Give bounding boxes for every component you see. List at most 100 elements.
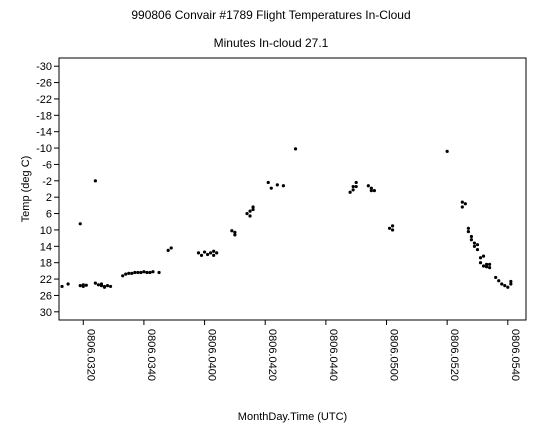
data-point [233,233,237,237]
data-point [78,222,82,226]
data-point [151,270,155,274]
data-point [281,184,286,188]
data-point [93,281,97,285]
data-point [369,189,373,193]
data-point [233,230,237,234]
y-tick-label: -18 [36,110,52,122]
data-point [463,202,467,206]
y-tick-label: 30 [40,307,52,319]
data-point [169,246,173,250]
y-tick-label: 6 [46,209,52,221]
data-point [369,186,373,190]
data-point [478,261,483,265]
data-point [390,224,395,228]
data-point [372,189,376,193]
y-tick-label: -26 [36,78,52,90]
x-tick-label: 0806.0340 [145,329,157,381]
y-tick-label: 22 [40,274,52,286]
data-point [60,284,64,289]
data-point [500,282,504,286]
data-point [460,205,464,209]
data-point [205,252,210,257]
x-axis-label: MonthDay.Time (UTC) [238,411,347,423]
data-point [354,180,358,185]
data-point [136,270,140,275]
x-tick-label: 0806.0400 [206,329,218,381]
data-point [139,270,143,275]
data-point [366,184,370,188]
y-tick-label: -22 [36,94,52,106]
data-point [354,184,358,189]
data-point [212,253,216,257]
chart-title: 990806 Convair #1789 Flight Temperatures… [131,8,411,22]
data-point [466,226,470,230]
data-point [509,282,513,286]
data-point [196,251,201,255]
data-point [251,205,255,209]
x-tick-label: 0806.0440 [327,329,339,381]
data-point [102,285,107,289]
x-tick-label: 0806.0320 [84,329,96,381]
data-point [142,270,146,274]
data-point [212,249,216,253]
data-point [387,226,392,230]
data-point [478,256,483,260]
data-point [215,251,219,255]
data-point [475,247,480,252]
data-point [66,282,70,286]
x-tick-label: 0806.0500 [388,329,400,381]
data-point [93,179,97,183]
data-point [497,279,501,283]
y-tick-label: -14 [36,127,52,139]
data-point [275,183,279,187]
data-point [475,243,480,247]
y-tick-label: -2 [42,176,52,188]
data-point [105,284,110,288]
data-point [472,244,477,248]
data-point [445,149,449,153]
data-point [127,271,131,275]
data-point [96,283,101,287]
data-point [509,279,513,284]
y-tick-label: -6 [42,159,52,171]
data-point [266,180,270,185]
data-point [78,284,82,288]
data-point [293,147,298,151]
data-point [84,283,88,287]
data-point [488,262,492,266]
data-point [166,248,170,253]
data-point [481,264,486,268]
data-point [251,207,255,212]
data-point [506,285,510,289]
data-point [472,241,477,245]
y-axis-label: Temp (deg C) [20,156,32,223]
data-point [148,270,152,275]
data-point [503,284,507,288]
data-point [390,228,395,232]
y-tick-label: 14 [40,241,52,253]
data-point [202,250,207,254]
data-point [484,262,489,266]
data-point [230,229,234,233]
plot-frame [58,57,527,321]
data-point [157,270,161,275]
data-point [130,271,134,275]
data-point [494,275,498,280]
y-tick-label: 26 [40,290,52,302]
data-point [469,234,474,239]
data-point [81,284,85,289]
data-point [124,272,128,276]
data-point [248,214,252,218]
x-tick-label: 0806.0540 [509,329,521,381]
data-point [145,270,149,275]
data-point [481,254,486,258]
data-point [245,211,249,216]
data-point [248,209,252,213]
x-tick-label: 0806.0520 [448,329,460,381]
data-point [351,188,355,192]
chart-subtitle: Minutes In-cloud 27.1 [213,36,329,50]
y-tick-label: -10 [36,143,52,155]
data-point [460,200,464,204]
data-point [466,229,470,234]
